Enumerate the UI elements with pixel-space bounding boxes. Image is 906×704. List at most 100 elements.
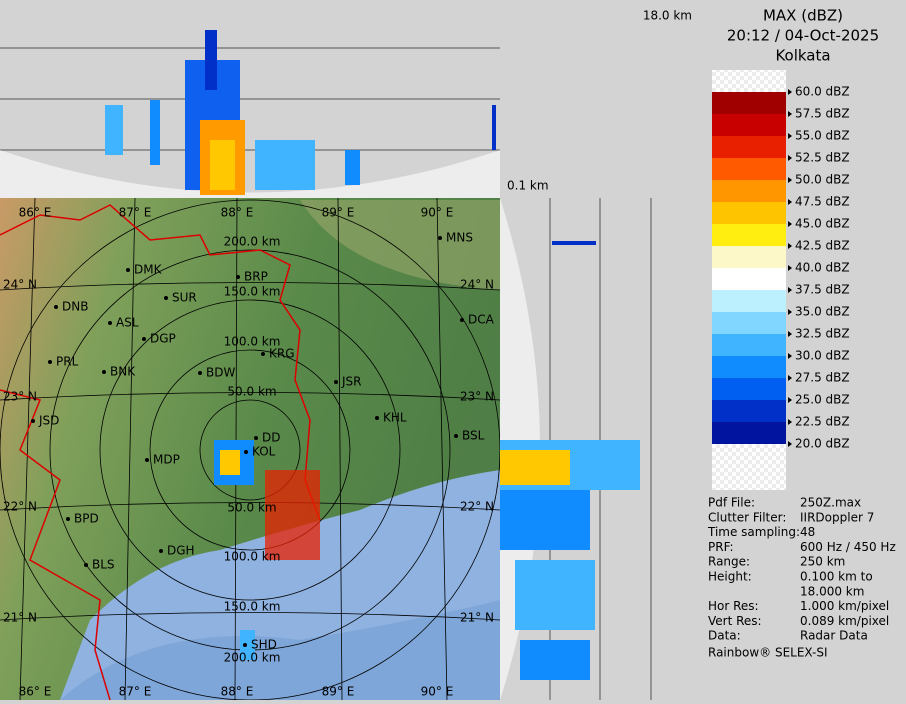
legend-swatch bbox=[712, 268, 786, 290]
info-value: IIRDoppler 7 bbox=[800, 510, 874, 524]
info-key: Pdf File: bbox=[708, 496, 755, 510]
legend-swatch bbox=[712, 378, 786, 400]
city-marker bbox=[108, 321, 112, 325]
legend-label: 55.0 dBZ bbox=[795, 129, 850, 143]
info-value: 600 Hz / 450 Hz bbox=[800, 540, 896, 554]
lon-label: 87° E bbox=[119, 685, 152, 699]
legend-arrow bbox=[788, 89, 792, 95]
legend-label: 42.5 dBZ bbox=[795, 239, 850, 253]
height-top-label: 18.0 km bbox=[643, 9, 692, 23]
city-label: BPD bbox=[74, 512, 99, 526]
info-value: 18.000 km bbox=[800, 584, 864, 598]
city-marker bbox=[254, 436, 258, 440]
legend-swatch bbox=[712, 114, 786, 136]
range-label: 200.0 km bbox=[224, 651, 281, 665]
title: MAX (dBZ) bbox=[763, 7, 843, 25]
lon-label: 86° E bbox=[19, 206, 52, 220]
info-value: Radar Data bbox=[800, 629, 868, 643]
side-echoes bbox=[500, 241, 640, 680]
lat-label: 21° N bbox=[3, 611, 37, 625]
legend-label: 45.0 dBZ bbox=[795, 217, 850, 231]
legend-arrow bbox=[788, 111, 792, 117]
legend-label: 22.5 dBZ bbox=[795, 415, 850, 429]
city-marker bbox=[66, 517, 70, 521]
city-label: MNS bbox=[446, 231, 473, 245]
legend-swatch bbox=[712, 180, 786, 202]
legend-swatch bbox=[712, 400, 786, 422]
city-marker bbox=[164, 296, 168, 300]
city-label: DMK bbox=[134, 263, 163, 277]
legend-arrow bbox=[788, 199, 792, 205]
legend-arrow bbox=[788, 265, 792, 271]
city-label: SHD bbox=[251, 638, 277, 652]
range-label: 200.0 km bbox=[224, 235, 281, 249]
station: Kolkata bbox=[775, 47, 830, 65]
lon-label: 89° E bbox=[322, 685, 355, 699]
lon-label: 88° E bbox=[221, 685, 254, 699]
lon-label: 87° E bbox=[119, 206, 152, 220]
range-label: 100.0 km bbox=[224, 550, 281, 564]
legend-swatch bbox=[712, 136, 786, 158]
city-label: BSL bbox=[462, 429, 485, 443]
city-marker bbox=[375, 416, 379, 420]
city-label: ASL bbox=[116, 316, 139, 330]
city-marker bbox=[334, 380, 338, 384]
city-marker bbox=[31, 419, 35, 423]
lat-label: 23° N bbox=[460, 390, 494, 404]
info-key: Time sampling: bbox=[707, 525, 800, 539]
info-key: Hor Res: bbox=[708, 599, 759, 613]
lon-label: 90° E bbox=[421, 206, 454, 220]
city-marker bbox=[454, 434, 458, 438]
footer: Rainbow® SELEX-SI bbox=[708, 646, 828, 660]
legend-arrow bbox=[788, 397, 792, 403]
city-marker bbox=[244, 450, 248, 454]
legend-arrow bbox=[788, 331, 792, 337]
city-marker bbox=[142, 337, 146, 341]
legend-arrow bbox=[788, 243, 792, 249]
echoes bbox=[214, 440, 320, 660]
legend-arrow bbox=[788, 419, 792, 425]
city-marker bbox=[261, 352, 265, 356]
city-marker bbox=[159, 549, 163, 553]
legend-arrow bbox=[788, 133, 792, 139]
lon-label: 89° E bbox=[322, 206, 355, 220]
legend-label: 52.5 dBZ bbox=[795, 151, 850, 165]
range-label: 50.0 km bbox=[227, 501, 276, 515]
legend-swatch bbox=[712, 202, 786, 224]
city-label: PRL bbox=[56, 355, 79, 369]
city-label: MDP bbox=[153, 453, 180, 467]
legend-label: 57.5 dBZ bbox=[795, 107, 850, 121]
legend-label: 40.0 dBZ bbox=[795, 261, 850, 275]
legend-swatch bbox=[712, 246, 786, 268]
datetime: 20:12 / 04-Oct-2025 bbox=[727, 27, 879, 45]
legend-label: 27.5 dBZ bbox=[795, 371, 850, 385]
city-label: BRP bbox=[244, 270, 268, 284]
city-marker bbox=[84, 563, 88, 567]
legend-arrow bbox=[788, 221, 792, 227]
legend-arrow bbox=[788, 177, 792, 183]
legend-swatch bbox=[712, 158, 786, 180]
lon-label: 86° E bbox=[19, 685, 52, 699]
legend-label: 47.5 dBZ bbox=[795, 195, 850, 209]
legend-arrow bbox=[788, 441, 792, 447]
map bbox=[0, 198, 500, 700]
lat-label: 24° N bbox=[460, 278, 494, 292]
info-key: Clutter Filter: bbox=[708, 510, 786, 524]
info-key: Height: bbox=[708, 570, 752, 584]
lon-label: 88° E bbox=[221, 206, 254, 220]
legend-swatch bbox=[712, 356, 786, 378]
city-marker bbox=[145, 458, 149, 462]
legend-arrow bbox=[788, 353, 792, 359]
info-value: 0.100 km to bbox=[800, 570, 873, 584]
range-label: 50.0 km bbox=[227, 385, 276, 399]
city-marker bbox=[198, 371, 202, 375]
lat-label: 21° N bbox=[460, 611, 494, 625]
city-marker bbox=[236, 275, 240, 279]
city-label: DCA bbox=[468, 313, 495, 327]
city-marker bbox=[460, 318, 464, 322]
info-value: 250 km bbox=[800, 555, 845, 569]
lon-label: 90° E bbox=[421, 685, 454, 699]
legend-label: 30.0 dBZ bbox=[795, 349, 850, 363]
legend-label: 32.5 dBZ bbox=[795, 327, 850, 341]
